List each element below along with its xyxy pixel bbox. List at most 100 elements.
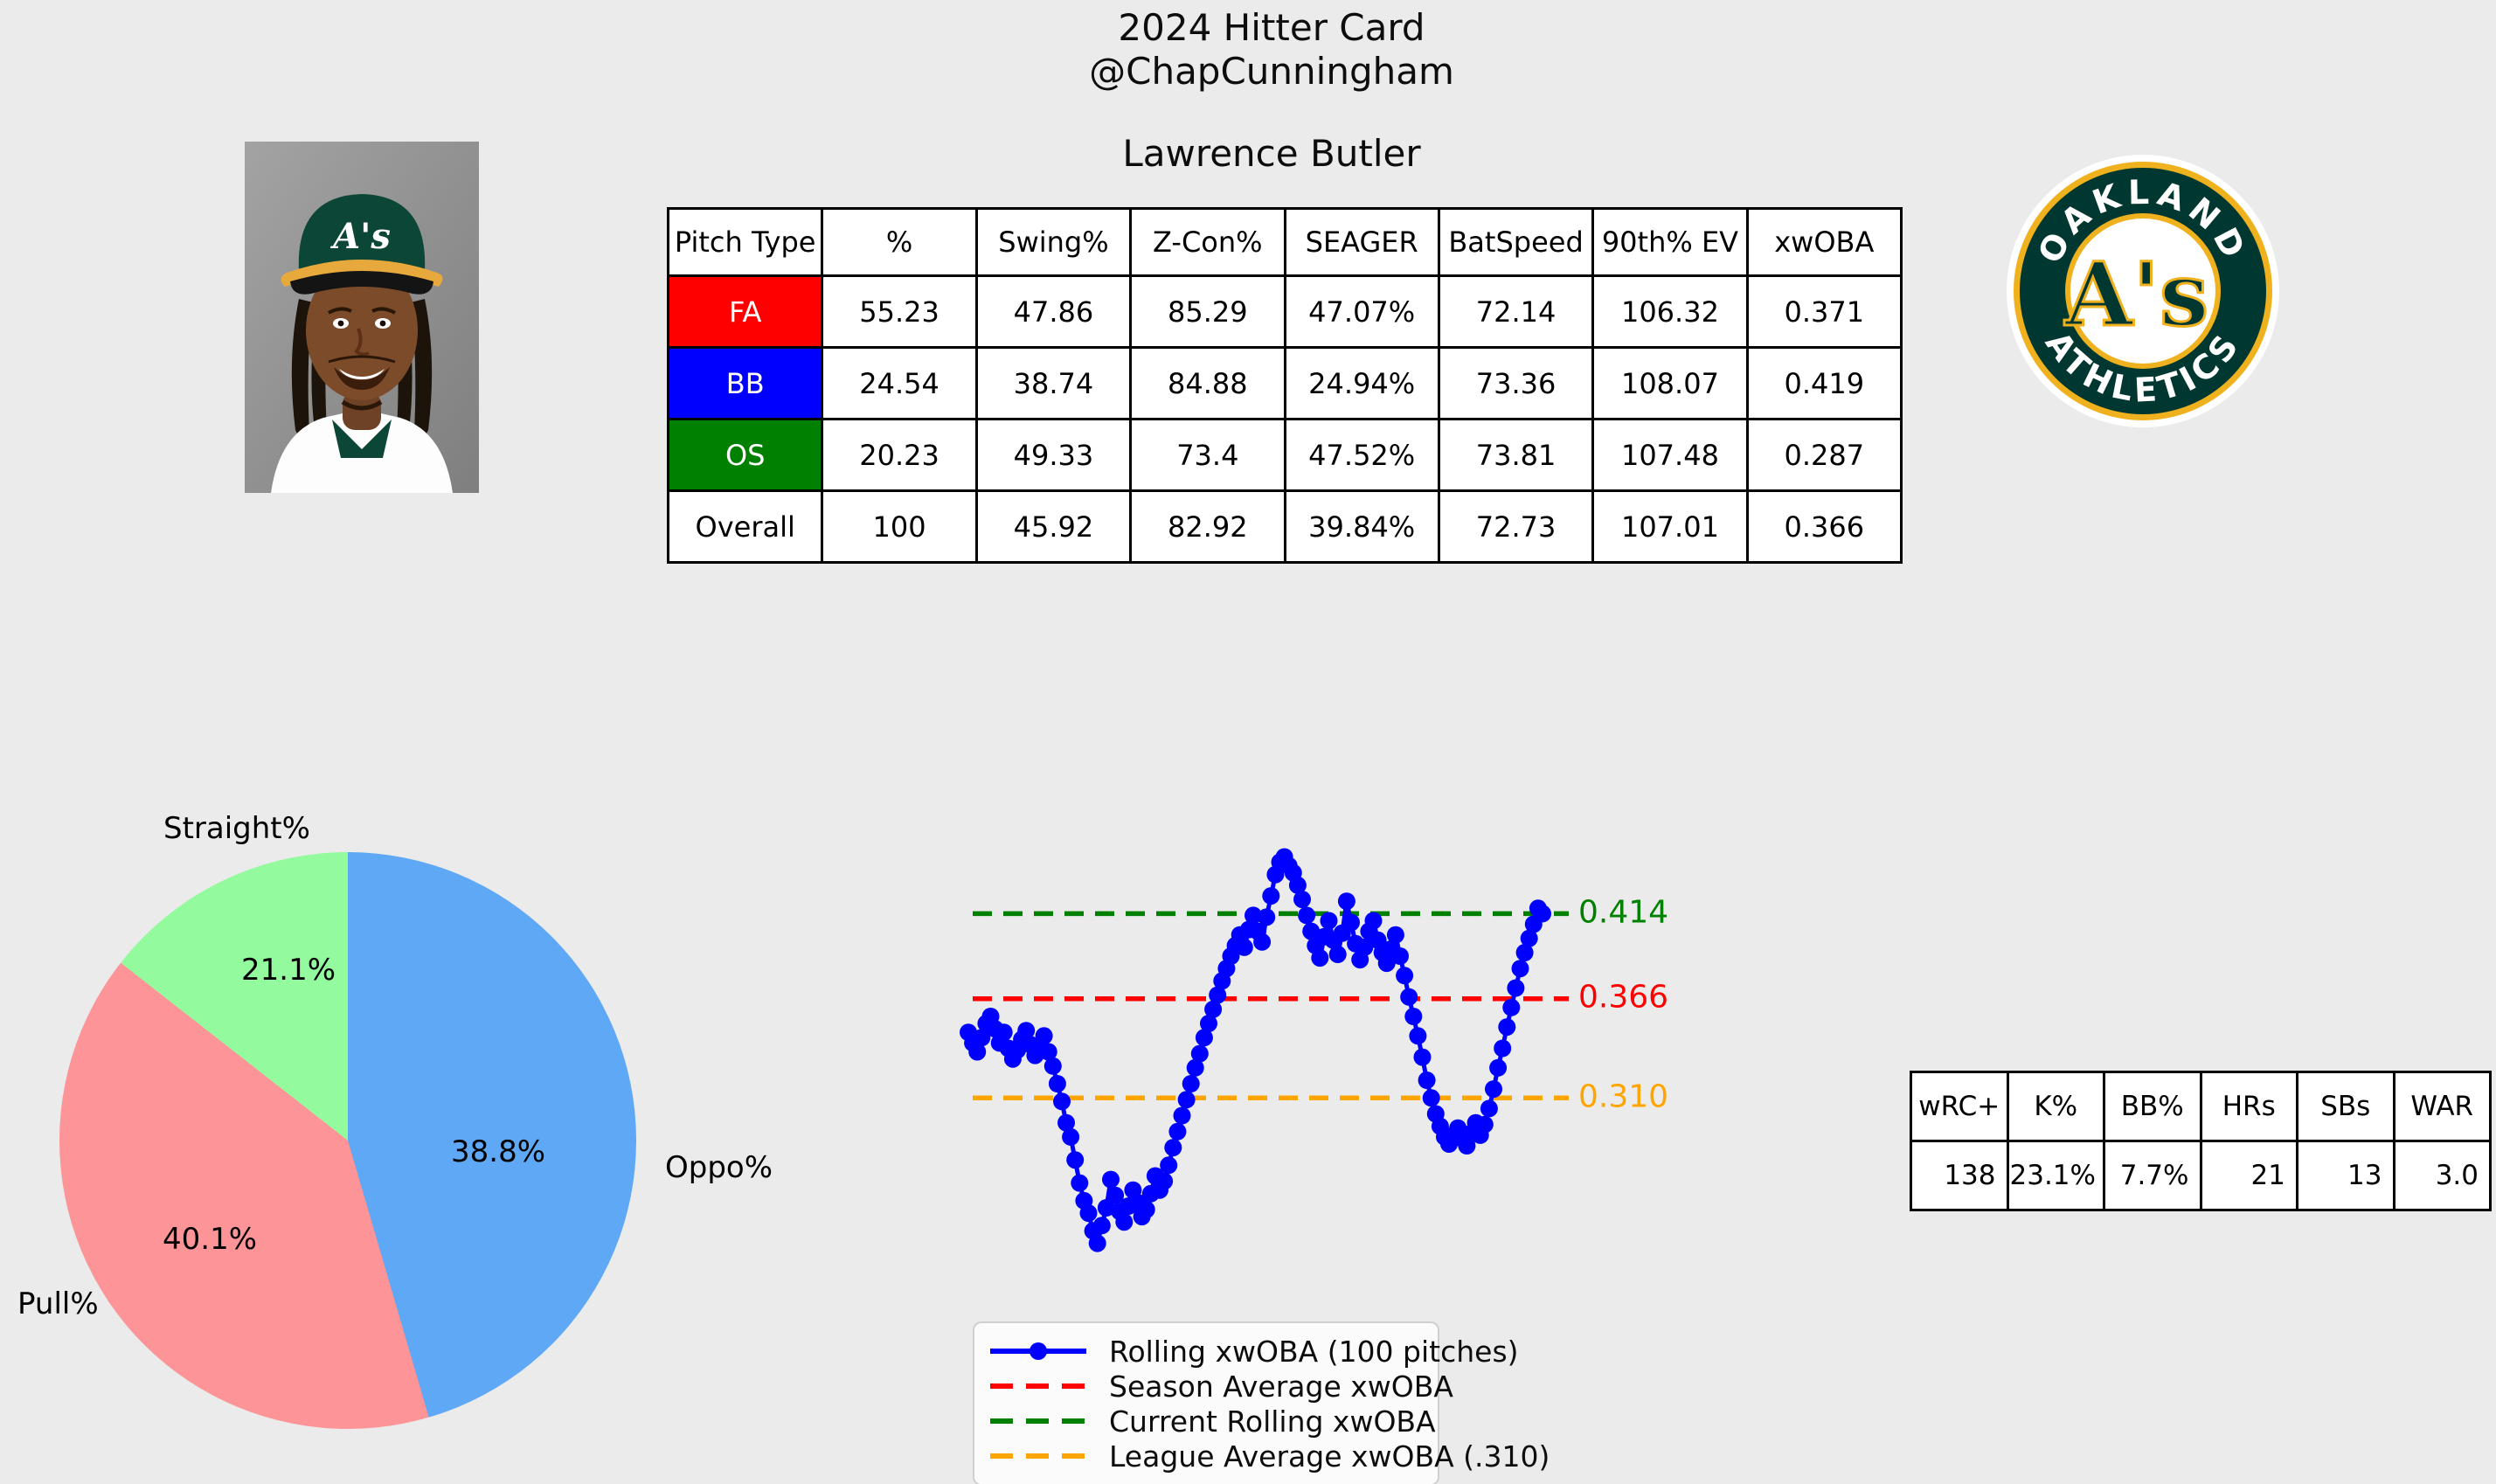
cell: 73.81 <box>1437 418 1595 492</box>
logo-monogram: A's <box>2064 243 2209 346</box>
col-zcon: Z-Con% <box>1129 207 1286 277</box>
cell: 85.29 <box>1129 274 1286 349</box>
dashed-line-icon <box>990 1453 1086 1459</box>
pitch-table-header-row: Pitch Type % Swing% Z-Con% SEAGER BatSpe… <box>666 207 1903 277</box>
table-row-os: OS 20.23 49.33 73.4 47.52% 73.81 107.48 … <box>666 418 1903 492</box>
cell: 20.23 <box>821 418 978 492</box>
legend-item-season-avg: Season Average xwOBA <box>987 1369 1453 1404</box>
team-logo: OAKLAND ATHLETICS A's <box>2006 154 2280 428</box>
player-name: Lawrence Butler <box>1122 132 1421 175</box>
pie-pct-pull: 40.1% <box>162 1222 258 1257</box>
dashed-line-icon <box>990 1383 1086 1389</box>
col-wrc: wRC+ <box>1910 1071 2009 1142</box>
cell: 108.07 <box>1591 346 1749 420</box>
cell: 45.92 <box>974 489 1133 564</box>
col-batspeed: BatSpeed <box>1437 207 1595 277</box>
cell: 72.73 <box>1437 489 1595 564</box>
stat-wrc: 138 <box>1910 1140 2009 1211</box>
col-sbs: SBs <box>2296 1071 2395 1142</box>
season-stats-table: wRC+ K% BB% HRs SBs WAR 138 23.1% 7.7% 2… <box>1910 1071 2492 1211</box>
cell: 82.92 <box>1129 489 1286 564</box>
col-xwoba: xwOBA <box>1745 207 1903 277</box>
face <box>306 260 418 400</box>
undershirt-collar <box>332 420 392 458</box>
col-percent: % <box>821 207 978 277</box>
cell: 107.48 <box>1591 418 1749 492</box>
col-seager: SEAGER <box>1283 207 1440 277</box>
player-photo-illustration: A's <box>245 142 479 493</box>
pie-label-oppo: Oppo% <box>665 1150 773 1185</box>
cell: 100 <box>821 489 978 564</box>
cell: 0.419 <box>1745 346 1903 420</box>
pie-circle <box>59 852 636 1429</box>
legend-item-league-avg: League Average xwOBA (.310) <box>987 1439 1550 1474</box>
reference-label-1: 0.366 <box>1578 980 1668 1016</box>
pitch-label-overall: Overall <box>666 489 824 564</box>
reference-label-0: 0.414 <box>1578 894 1668 930</box>
cell: 73.4 <box>1129 418 1286 492</box>
cell: 72.14 <box>1437 274 1595 349</box>
legend-label: Season Average xwOBA <box>1109 1369 1453 1404</box>
stat-sbs: 13 <box>2296 1140 2395 1211</box>
stats-header-row: wRC+ K% BB% HRs SBs WAR <box>1910 1071 2492 1142</box>
legend-label: League Average xwOBA (.310) <box>1109 1439 1550 1474</box>
cell: 47.86 <box>974 274 1133 349</box>
legend-item-rolling: Rolling xwOBA (100 pitches) <box>987 1334 1519 1369</box>
batted-ball-pie-chart: Straight% Oppo% Pull% 21.1% 38.8% 40.1% <box>0 787 773 1484</box>
cell: 38.74 <box>974 346 1133 420</box>
rolling-xwoba-chart: 0.414 0.366 0.310 <box>960 848 1668 1252</box>
author-handle: @ChapCunningham <box>1089 50 1454 93</box>
legend-item-current-rolling: Current Rolling xwOBA <box>987 1404 1436 1439</box>
rolling-xwoba-markers <box>960 848 1551 1252</box>
cell: 47.52% <box>1283 418 1440 492</box>
legend-label: Rolling xwOBA (100 pitches) <box>1109 1334 1519 1369</box>
col-swing: Swing% <box>974 207 1133 277</box>
table-row-overall: Overall 100 45.92 82.92 39.84% 72.73 107… <box>666 489 1903 564</box>
col-pitch-type: Pitch Type <box>666 207 824 277</box>
cell: 107.01 <box>1591 489 1749 564</box>
col-war: WAR <box>2392 1071 2492 1142</box>
pie-pct-oppo: 38.8% <box>450 1134 546 1169</box>
stat-hrs: 21 <box>2199 1140 2298 1211</box>
col-90ev: 90th% EV <box>1591 207 1749 277</box>
pie-label-pull: Pull% <box>17 1286 99 1321</box>
cell: 24.94% <box>1283 346 1440 420</box>
stats-value-row: 138 23.1% 7.7% 21 13 3.0 <box>1910 1140 2492 1211</box>
table-row-fa: FA 55.23 47.86 85.29 47.07% 72.14 106.32… <box>666 274 1903 349</box>
pitch-label-bb: BB <box>666 346 824 420</box>
dashed-line-icon <box>990 1418 1086 1424</box>
cell: 0.366 <box>1745 489 1903 564</box>
reference-label-2: 0.310 <box>1578 1078 1668 1114</box>
pitch-label-fa: FA <box>666 274 824 349</box>
cell: 84.88 <box>1129 346 1286 420</box>
pie-pct-straight: 21.1% <box>240 953 336 988</box>
stat-k: 23.1% <box>2006 1140 2105 1211</box>
cap-brim <box>290 271 433 295</box>
cell: 24.54 <box>821 346 978 420</box>
cap-crown <box>298 194 426 271</box>
cell: 0.287 <box>1745 418 1903 492</box>
cell: 0.371 <box>1745 274 1903 349</box>
col-hrs: HRs <box>2199 1071 2298 1142</box>
chart-legend: Rolling xwOBA (100 pitches) Season Avera… <box>973 1321 1550 1484</box>
col-k: K% <box>2006 1071 2105 1142</box>
face-features <box>328 307 396 411</box>
cell: 73.36 <box>1437 346 1595 420</box>
line-marker-icon <box>990 1342 1086 1360</box>
cell: 49.33 <box>974 418 1133 492</box>
pitch-label-os: OS <box>666 418 824 492</box>
pie-label-straight: Straight% <box>163 811 310 846</box>
stat-bb: 7.7% <box>2103 1140 2202 1211</box>
stat-war: 3.0 <box>2392 1140 2492 1211</box>
legend-label: Current Rolling xwOBA <box>1109 1404 1436 1439</box>
cap-logo: A's <box>329 216 391 257</box>
page-title: 2024 Hitter Card <box>1118 6 1425 49</box>
player-photo: A's <box>245 142 479 493</box>
table-row-bb: BB 24.54 38.74 84.88 24.94% 73.36 108.07… <box>666 346 1903 420</box>
cell: 55.23 <box>821 274 978 349</box>
cell: 106.32 <box>1591 274 1749 349</box>
col-bb: BB% <box>2103 1071 2202 1142</box>
cell: 47.07% <box>1283 274 1440 349</box>
cell: 39.84% <box>1283 489 1440 564</box>
